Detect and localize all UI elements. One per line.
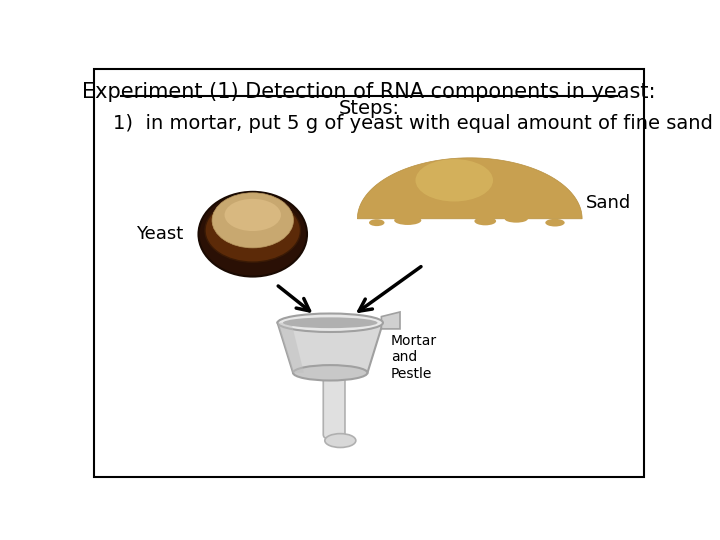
Text: 1)  in mortar, put 5 g of yeast with equal amount of fine sand: 1) in mortar, put 5 g of yeast with equa… (113, 114, 713, 133)
Ellipse shape (283, 318, 377, 328)
Ellipse shape (205, 199, 300, 262)
Text: Sand: Sand (586, 194, 631, 212)
Polygon shape (277, 323, 383, 373)
Ellipse shape (545, 219, 564, 226)
Ellipse shape (199, 192, 307, 276)
Ellipse shape (225, 199, 281, 231)
Polygon shape (382, 312, 400, 329)
Ellipse shape (505, 215, 528, 222)
Polygon shape (277, 323, 304, 373)
Ellipse shape (293, 365, 367, 381)
Text: Mortar
and
Pestle: Mortar and Pestle (391, 334, 437, 381)
Text: Yeast: Yeast (137, 225, 184, 243)
Ellipse shape (277, 314, 383, 332)
FancyBboxPatch shape (323, 373, 345, 438)
Polygon shape (357, 158, 582, 219)
Ellipse shape (369, 219, 384, 226)
Text: Steps:: Steps: (338, 99, 400, 118)
Ellipse shape (212, 193, 294, 248)
Ellipse shape (474, 217, 496, 225)
Ellipse shape (394, 215, 421, 225)
Text: Experiment (1) Detection of RNA components in yeast:: Experiment (1) Detection of RNA componen… (82, 82, 656, 102)
Ellipse shape (325, 434, 356, 448)
Ellipse shape (415, 159, 493, 201)
